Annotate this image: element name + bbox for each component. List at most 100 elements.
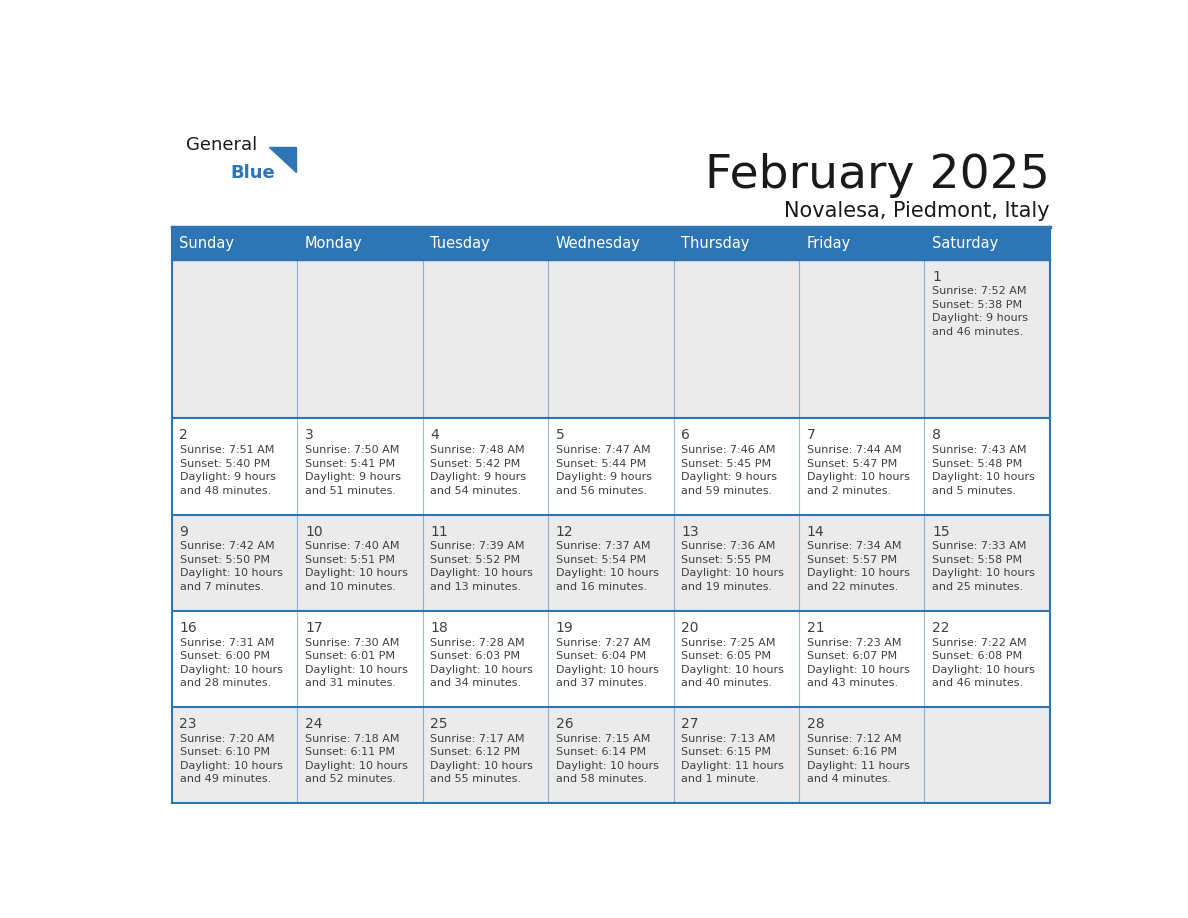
Text: Sunrise: 7:39 AM: Sunrise: 7:39 AM — [430, 542, 525, 552]
Bar — [172, 227, 297, 260]
Bar — [423, 227, 548, 260]
Text: Sunset: 5:52 PM: Sunset: 5:52 PM — [430, 555, 520, 565]
Text: Sunrise: 7:22 AM: Sunrise: 7:22 AM — [933, 638, 1026, 648]
Text: Sunset: 5:38 PM: Sunset: 5:38 PM — [933, 300, 1022, 310]
Text: Sunset: 6:05 PM: Sunset: 6:05 PM — [681, 651, 771, 661]
Text: 13: 13 — [681, 524, 699, 539]
Bar — [548, 514, 674, 610]
Bar — [674, 419, 800, 514]
Bar — [548, 260, 674, 419]
Text: Daylight: 10 hours: Daylight: 10 hours — [179, 665, 283, 675]
Text: Sunset: 5:45 PM: Sunset: 5:45 PM — [681, 459, 771, 469]
Text: Novalesa, Piedmont, Italy: Novalesa, Piedmont, Italy — [784, 201, 1050, 221]
Text: Daylight: 9 hours: Daylight: 9 hours — [556, 472, 652, 482]
Text: Sunset: 6:15 PM: Sunset: 6:15 PM — [681, 747, 771, 757]
Text: Sunrise: 7:34 AM: Sunrise: 7:34 AM — [807, 542, 902, 552]
Text: Sunrise: 7:31 AM: Sunrise: 7:31 AM — [179, 638, 274, 648]
Text: Sunrise: 7:18 AM: Sunrise: 7:18 AM — [305, 733, 399, 744]
Bar — [800, 610, 924, 707]
Text: Sunrise: 7:43 AM: Sunrise: 7:43 AM — [933, 445, 1026, 455]
Text: Sunset: 6:11 PM: Sunset: 6:11 PM — [305, 747, 394, 757]
Text: Sunset: 5:42 PM: Sunset: 5:42 PM — [430, 459, 520, 469]
Bar — [674, 260, 800, 419]
Bar — [800, 419, 924, 514]
Bar — [924, 707, 1050, 803]
Bar — [297, 707, 423, 803]
Bar — [674, 610, 800, 707]
Text: and 51 minutes.: and 51 minutes. — [305, 486, 396, 496]
Text: and 54 minutes.: and 54 minutes. — [430, 486, 522, 496]
Text: Daylight: 10 hours: Daylight: 10 hours — [933, 472, 1035, 482]
Text: Daylight: 10 hours: Daylight: 10 hours — [430, 761, 533, 771]
Text: and 16 minutes.: and 16 minutes. — [556, 582, 646, 592]
Text: and 28 minutes.: and 28 minutes. — [179, 678, 271, 688]
Text: Sunrise: 7:30 AM: Sunrise: 7:30 AM — [305, 638, 399, 648]
Text: 27: 27 — [681, 717, 699, 731]
Text: and 59 minutes.: and 59 minutes. — [681, 486, 772, 496]
Text: Daylight: 10 hours: Daylight: 10 hours — [430, 665, 533, 675]
Bar — [172, 610, 297, 707]
Text: Daylight: 10 hours: Daylight: 10 hours — [807, 665, 910, 675]
Text: Sunset: 6:03 PM: Sunset: 6:03 PM — [430, 651, 520, 661]
Text: General: General — [185, 136, 257, 154]
Text: Sunrise: 7:17 AM: Sunrise: 7:17 AM — [430, 733, 525, 744]
Bar — [800, 260, 924, 419]
Text: Sunrise: 7:37 AM: Sunrise: 7:37 AM — [556, 542, 650, 552]
Bar — [674, 707, 800, 803]
Text: and 34 minutes.: and 34 minutes. — [430, 678, 522, 688]
Text: Sunrise: 7:25 AM: Sunrise: 7:25 AM — [681, 638, 776, 648]
Text: Sunrise: 7:20 AM: Sunrise: 7:20 AM — [179, 733, 274, 744]
Text: Daylight: 10 hours: Daylight: 10 hours — [556, 761, 658, 771]
Text: Sunset: 6:00 PM: Sunset: 6:00 PM — [179, 651, 270, 661]
Text: Sunrise: 7:42 AM: Sunrise: 7:42 AM — [179, 542, 274, 552]
Bar — [172, 260, 297, 419]
Text: Sunrise: 7:50 AM: Sunrise: 7:50 AM — [305, 445, 399, 455]
Text: Sunrise: 7:12 AM: Sunrise: 7:12 AM — [807, 733, 902, 744]
Text: Sunrise: 7:15 AM: Sunrise: 7:15 AM — [556, 733, 650, 744]
Text: Daylight: 10 hours: Daylight: 10 hours — [430, 568, 533, 578]
Bar — [924, 227, 1050, 260]
Text: Sunrise: 7:52 AM: Sunrise: 7:52 AM — [933, 286, 1026, 297]
Bar — [800, 707, 924, 803]
Bar — [924, 610, 1050, 707]
Text: Sunset: 5:44 PM: Sunset: 5:44 PM — [556, 459, 646, 469]
Text: and 19 minutes.: and 19 minutes. — [681, 582, 772, 592]
Text: Daylight: 9 hours: Daylight: 9 hours — [681, 472, 777, 482]
Text: Sunset: 6:16 PM: Sunset: 6:16 PM — [807, 747, 897, 757]
Text: Daylight: 10 hours: Daylight: 10 hours — [681, 568, 784, 578]
Bar — [297, 260, 423, 419]
Text: Daylight: 9 hours: Daylight: 9 hours — [933, 313, 1028, 323]
Text: 8: 8 — [933, 429, 941, 442]
Bar — [423, 419, 548, 514]
Text: Daylight: 10 hours: Daylight: 10 hours — [556, 665, 658, 675]
Text: Daylight: 9 hours: Daylight: 9 hours — [430, 472, 526, 482]
Text: 1: 1 — [933, 270, 941, 284]
Bar — [548, 227, 674, 260]
Text: Daylight: 10 hours: Daylight: 10 hours — [807, 472, 910, 482]
Bar — [548, 707, 674, 803]
Bar — [172, 514, 297, 610]
Text: Sunrise: 7:27 AM: Sunrise: 7:27 AM — [556, 638, 651, 648]
Text: and 49 minutes.: and 49 minutes. — [179, 774, 271, 784]
Text: 12: 12 — [556, 524, 574, 539]
Text: Sunset: 5:54 PM: Sunset: 5:54 PM — [556, 555, 646, 565]
Text: 14: 14 — [807, 524, 824, 539]
Bar — [172, 419, 297, 514]
Bar — [800, 514, 924, 610]
Text: Sunrise: 7:40 AM: Sunrise: 7:40 AM — [305, 542, 399, 552]
Text: 23: 23 — [179, 717, 197, 731]
Text: and 13 minutes.: and 13 minutes. — [430, 582, 522, 592]
Text: 15: 15 — [933, 524, 949, 539]
Text: and 46 minutes.: and 46 minutes. — [933, 678, 1023, 688]
Text: Saturday: Saturday — [933, 236, 998, 251]
Text: Sunset: 6:10 PM: Sunset: 6:10 PM — [179, 747, 270, 757]
Bar — [924, 260, 1050, 419]
Bar — [423, 514, 548, 610]
Text: Sunrise: 7:13 AM: Sunrise: 7:13 AM — [681, 733, 776, 744]
Bar — [172, 707, 297, 803]
Polygon shape — [270, 147, 296, 172]
Bar — [297, 227, 423, 260]
Text: Sunset: 5:50 PM: Sunset: 5:50 PM — [179, 555, 270, 565]
Text: Blue: Blue — [230, 164, 276, 182]
Bar — [924, 419, 1050, 514]
